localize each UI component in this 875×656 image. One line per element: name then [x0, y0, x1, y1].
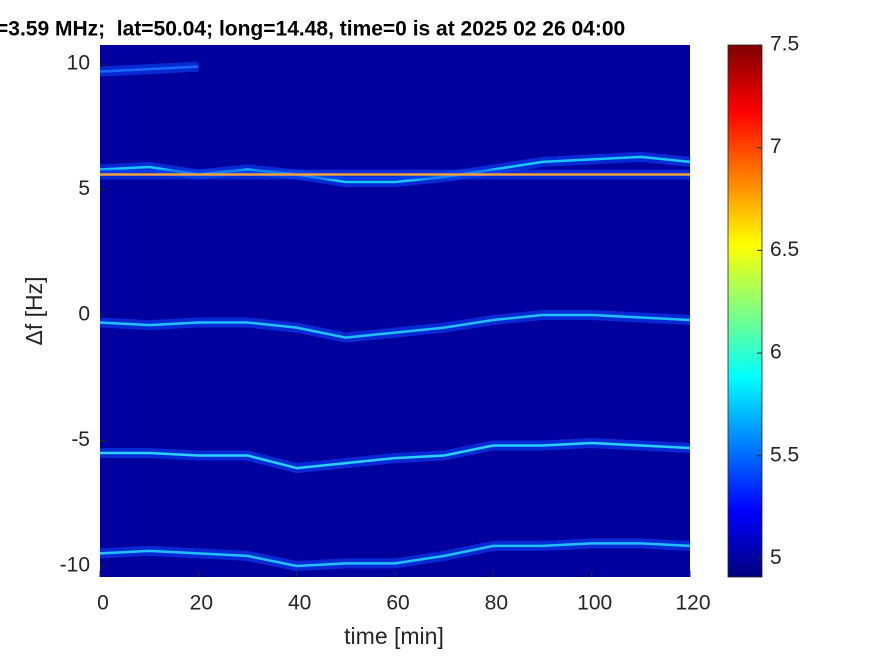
y-tick-label: -5 — [71, 428, 90, 451]
colorbar-tick-label: 7.5 — [770, 33, 799, 56]
y-axis-label: Δf [Hz] — [21, 276, 47, 345]
x-tick-label: 100 — [577, 592, 612, 615]
y-tick-label: 0 — [78, 303, 90, 326]
colorbar-tick-label: 7 — [770, 135, 782, 158]
x-tick-label: 20 — [190, 592, 213, 615]
y-tick-label: 10 — [67, 52, 90, 75]
x-tick-label: 0 — [97, 592, 109, 615]
colorbar-tick-label: 6.5 — [770, 238, 799, 261]
colorbar-tick-label: 5 — [770, 546, 782, 569]
trace — [99, 65, 199, 73]
chart-title: =3.59 MHz; lat=50.04; long=14.48, time=0… — [0, 18, 625, 41]
y-tick-label: 5 — [78, 177, 90, 200]
x-tick-label: 60 — [386, 592, 409, 615]
x-axis-label: time [min] — [344, 623, 444, 649]
y-tick-label: -10 — [60, 554, 90, 577]
x-tick-label: 40 — [288, 592, 311, 615]
x-tick-label: 120 — [675, 592, 710, 615]
colorbar — [727, 44, 763, 578]
x-tick-label: 80 — [485, 592, 508, 615]
trace — [99, 542, 691, 568]
colorbar-tick-label: 6 — [770, 341, 782, 364]
trace — [100, 441, 691, 470]
colorbar-tick-label: 5.5 — [770, 443, 799, 466]
trace — [99, 313, 691, 339]
